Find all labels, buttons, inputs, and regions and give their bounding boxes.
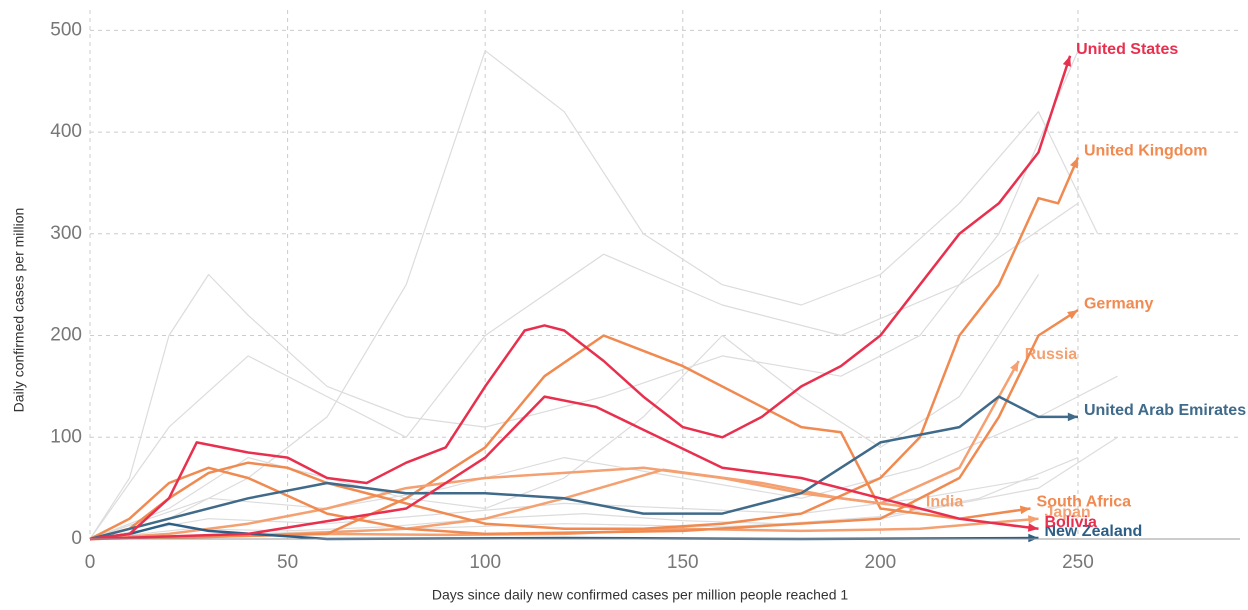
line bbox=[89, 55, 1072, 541]
line bbox=[89, 202, 1079, 540]
y-tick-label: 0 bbox=[71, 528, 82, 549]
x-axis-label: Days since daily new confirmed cases per… bbox=[432, 587, 849, 603]
line bbox=[89, 375, 1118, 540]
x-tick-label: 250 bbox=[1062, 552, 1094, 573]
line bbox=[89, 274, 1040, 540]
arrow-head bbox=[1027, 515, 1039, 524]
x-tick-label: 200 bbox=[865, 552, 897, 573]
arrow-head bbox=[1028, 533, 1039, 543]
x-tick-label: 0 bbox=[85, 552, 96, 573]
y-tick-label: 500 bbox=[50, 19, 82, 40]
line bbox=[89, 457, 1079, 540]
line bbox=[89, 360, 1020, 541]
line bbox=[89, 50, 1099, 540]
series-label: United States bbox=[1076, 41, 1178, 58]
series-label: New Zealand bbox=[1044, 523, 1142, 540]
y-tick-label: 100 bbox=[50, 426, 82, 447]
arrow-head bbox=[1070, 157, 1078, 169]
line bbox=[89, 309, 1079, 541]
series-label: South Africa bbox=[1037, 494, 1132, 511]
x-tick-label: 50 bbox=[277, 552, 298, 573]
line bbox=[89, 436, 1118, 540]
series-label: United Kingdom bbox=[1084, 143, 1208, 160]
series-label: Russia bbox=[1025, 346, 1078, 363]
y-tick-label: 400 bbox=[50, 121, 82, 142]
arrow-head bbox=[1062, 55, 1071, 67]
series-label: Japan bbox=[1044, 504, 1090, 521]
line bbox=[89, 334, 1031, 541]
series-label: United Arab Emirates bbox=[1084, 402, 1246, 419]
arrow-head bbox=[1067, 412, 1078, 422]
series-label: India bbox=[926, 494, 963, 511]
line bbox=[89, 157, 1080, 541]
y-tick-label: 300 bbox=[50, 223, 82, 244]
x-tick-label: 150 bbox=[667, 552, 699, 573]
y-axis-label: Daily confirmed cases per million bbox=[11, 208, 27, 413]
arrow-head bbox=[1027, 523, 1039, 532]
line bbox=[89, 395, 1039, 541]
arrow-head bbox=[1067, 310, 1078, 320]
arrow-head bbox=[1010, 360, 1019, 372]
y-tick-label: 200 bbox=[50, 325, 82, 346]
arrow-head bbox=[1019, 505, 1031, 515]
series-label: Germany bbox=[1084, 295, 1153, 312]
line bbox=[89, 395, 1078, 541]
line bbox=[89, 50, 1079, 540]
x-tick-label: 100 bbox=[469, 552, 501, 573]
series-label: Bolivia bbox=[1044, 514, 1097, 531]
